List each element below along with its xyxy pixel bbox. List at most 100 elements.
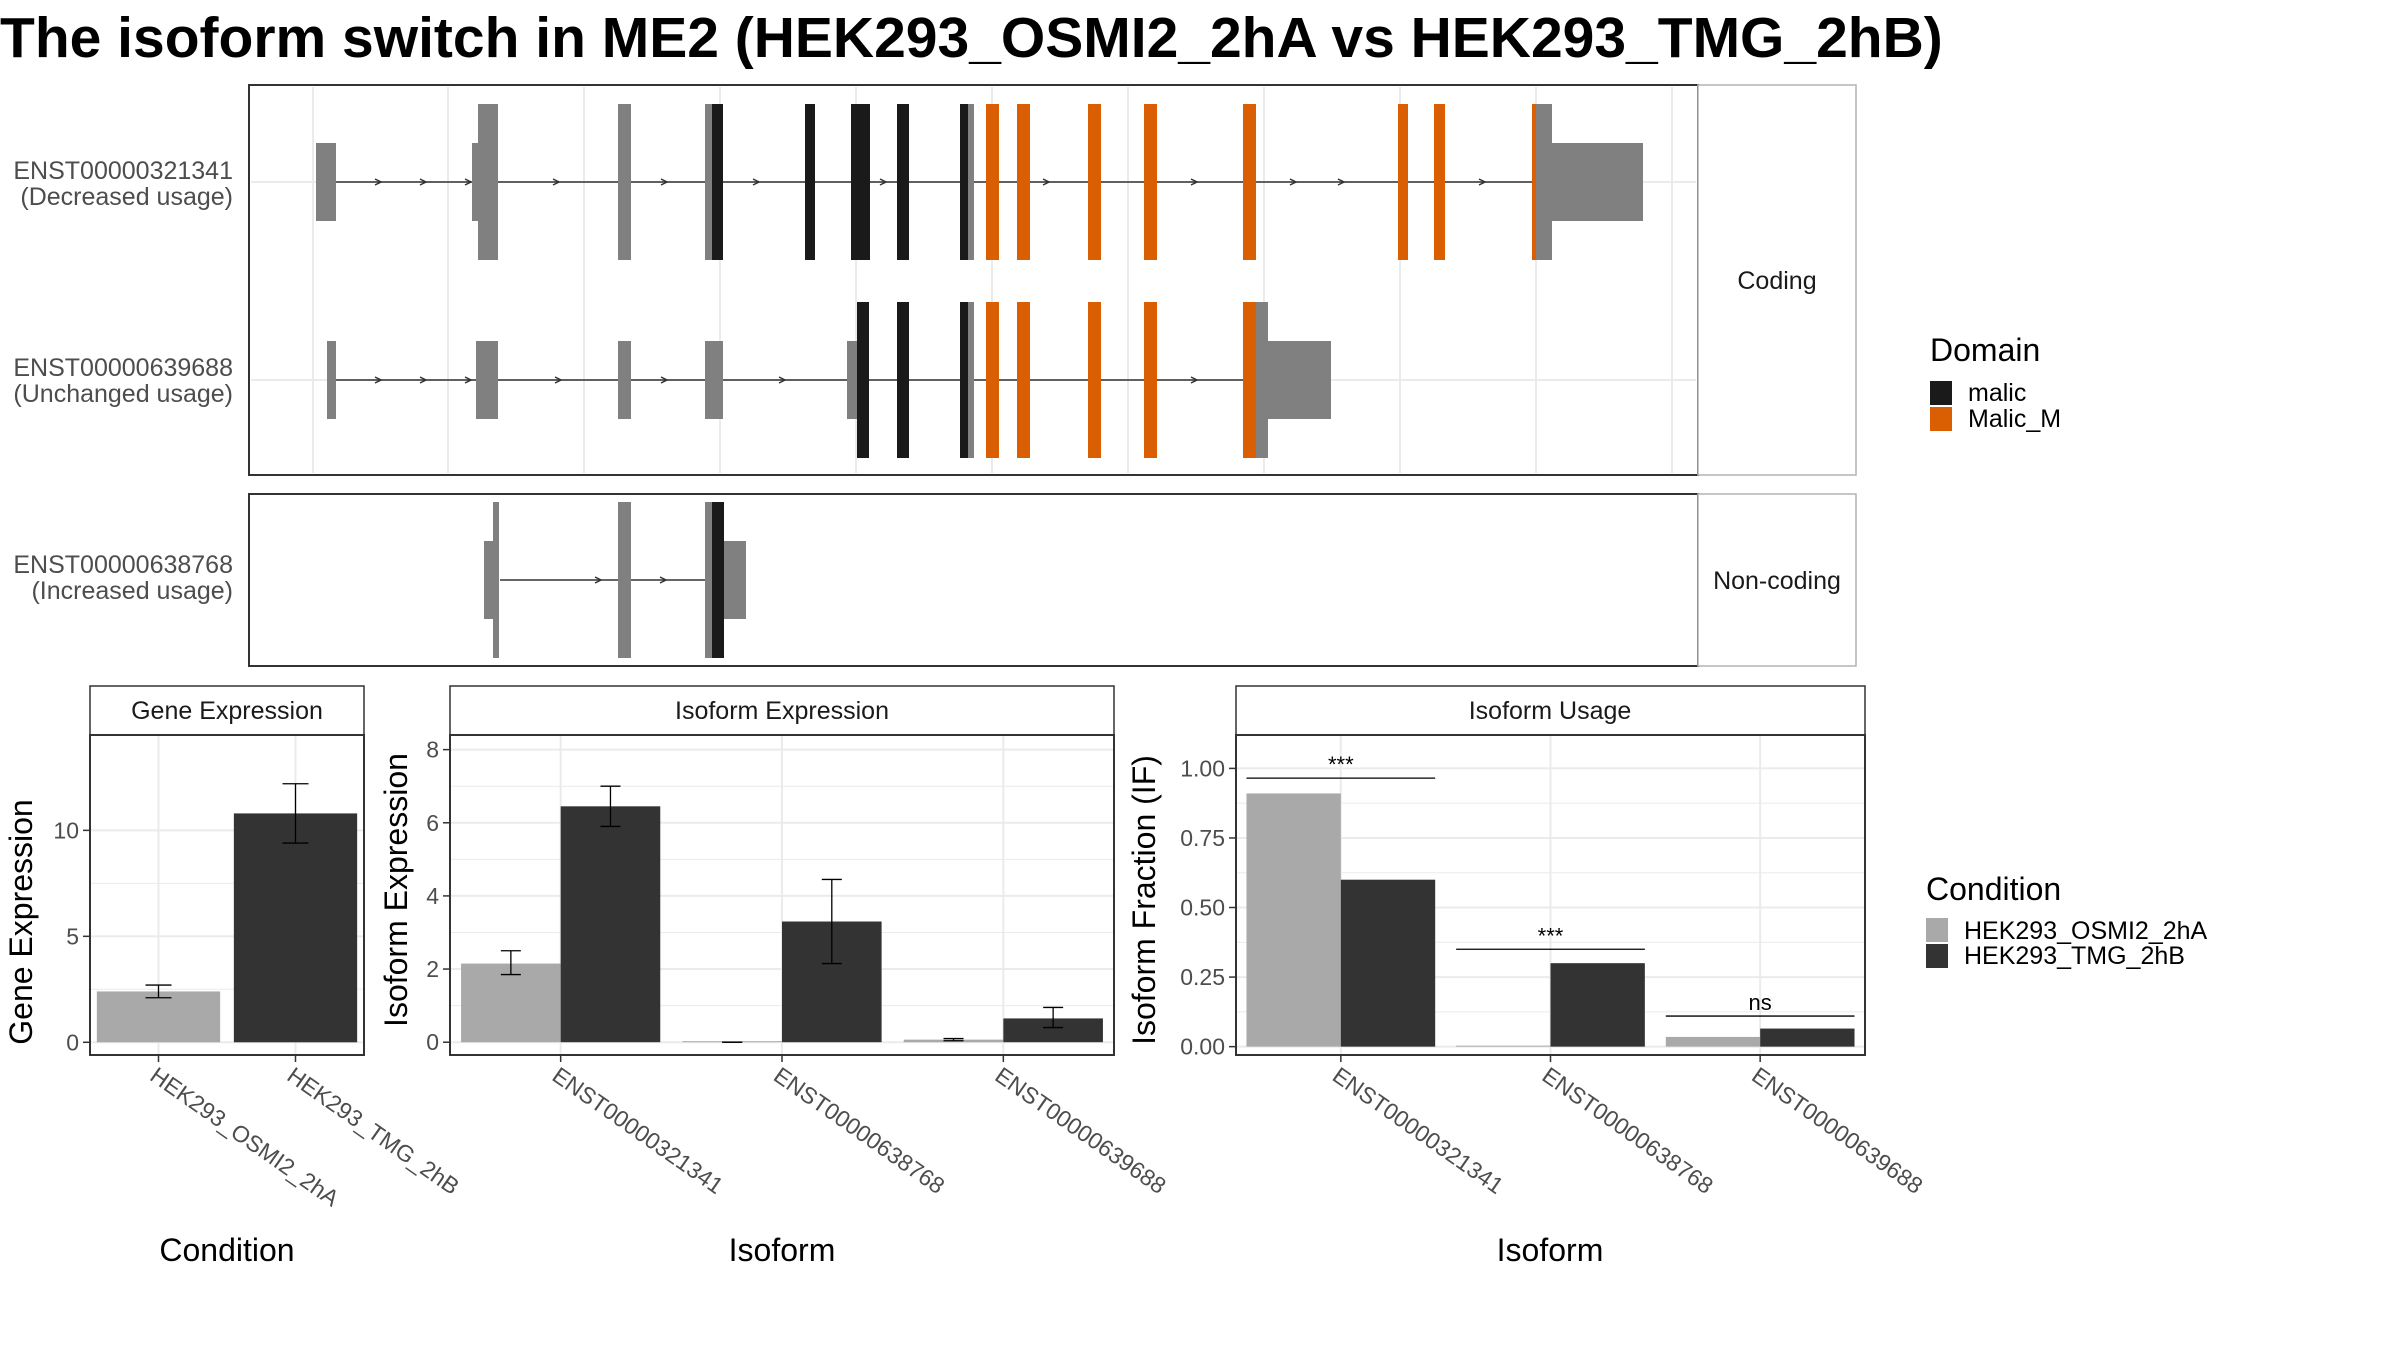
gene-expression-strip-label: Gene Expression — [131, 697, 323, 725]
malic-m-domain-exon — [1398, 104, 1408, 260]
intron-direction-arrow — [554, 376, 563, 384]
bar-series-group — [461, 785, 1103, 1043]
plot-panel-border — [89, 734, 365, 1056]
legend-label-osmi2: HEK293_OSMI2_2hA — [1964, 917, 2208, 945]
gene-expression-strip — [89, 685, 365, 736]
exon — [493, 502, 499, 658]
malic-m-domain-exon — [1243, 104, 1256, 260]
exon — [472, 143, 478, 221]
gene-expression-x-axis-title: Condition — [159, 1232, 294, 1268]
condition-legend-title: Condition — [1926, 871, 2061, 907]
intron-direction-arrow — [419, 178, 428, 186]
malic-m-domain-exon — [1144, 302, 1157, 458]
y-tick-label: 1.00 — [1180, 755, 1225, 781]
malic-m-domain-exon — [1017, 104, 1030, 260]
malic-domain-exon — [960, 302, 968, 458]
bar-3 — [461, 963, 561, 1043]
intron-direction-arrow — [1478, 178, 1487, 186]
exon — [327, 341, 336, 419]
exon — [618, 502, 631, 658]
malic-m-domain-exon — [1243, 302, 1256, 458]
bar-13 — [1550, 963, 1645, 1047]
y-tick-label: 10 — [53, 817, 79, 843]
y-tick-label: 0.00 — [1180, 1034, 1225, 1060]
y-tick-label: 0.75 — [1180, 825, 1225, 851]
exon — [316, 143, 336, 221]
isoform-expression-x-axis-title: Isoform — [729, 1232, 836, 1268]
bar-1 — [96, 991, 221, 1043]
intron-direction-arrow — [419, 376, 428, 384]
intron-direction-arrow — [374, 376, 383, 384]
transcript-enst00000639688 — [327, 302, 1331, 458]
exon — [705, 502, 712, 658]
intron-direction-arrow — [752, 178, 761, 186]
isoform-usage-strip — [1235, 685, 1866, 736]
legend-label-tmg: HEK293_TMG_2hB — [1964, 942, 2185, 970]
exon — [847, 341, 857, 419]
malic-m-domain-exon — [1088, 302, 1101, 458]
malic-m-domain-exon — [1434, 104, 1445, 260]
noncoding-strip-label: Non-coding — [1713, 567, 1841, 595]
legend-swatch-malic-m — [1930, 407, 1952, 431]
condition-legend: Condition HEK293_OSMI2_2hA HEK293_TMG_2h… — [1926, 871, 2208, 970]
bar-14 — [1760, 1028, 1855, 1047]
legend-swatch-tmg — [1926, 944, 1948, 968]
bar-6 — [560, 806, 661, 1043]
y-tick-label: 8 — [426, 737, 439, 763]
coding-strip-label: Coding — [1737, 267, 1816, 295]
intron-direction-arrow — [1337, 178, 1346, 186]
exon — [705, 341, 723, 419]
intron-direction-arrow — [552, 178, 561, 186]
coding-strip — [1697, 84, 1857, 476]
malic-domain-exon — [897, 302, 909, 458]
bar-2 — [233, 813, 358, 1043]
y-tick-label: 4 — [426, 883, 439, 909]
isoform-expression-strip — [449, 685, 1115, 736]
malic-domain-exon — [897, 104, 909, 260]
noncoding-panel — [248, 493, 1699, 667]
noncoding-strip — [1697, 493, 1857, 667]
y-tick-label: 0.50 — [1180, 895, 1225, 921]
transcript-enst00000638768 — [484, 502, 746, 658]
bar-10 — [1456, 1045, 1551, 1047]
gene-expression-y-axis-title: Gene Expression — [3, 799, 39, 1044]
significance-label: *** — [1538, 923, 1564, 948]
intron-direction-arrow — [1042, 178, 1051, 186]
y-tick-label: 0 — [66, 1029, 79, 1055]
exon — [1536, 104, 1552, 260]
transcript-label-639688: ENST00000639688 — [13, 354, 233, 382]
malic-domain-exon — [960, 104, 968, 260]
exon — [1552, 143, 1643, 221]
legend-label-malic-m: Malic_M — [1968, 405, 2061, 433]
legend-swatch-malic — [1930, 381, 1952, 405]
malic-m-domain-exon — [1532, 104, 1536, 260]
exon — [478, 104, 498, 260]
exon — [618, 341, 631, 419]
malic-domain-exon — [851, 104, 870, 260]
domain-legend-title: Domain — [1930, 332, 2040, 368]
y-tick-label: 0.25 — [1180, 964, 1225, 990]
intron-direction-arrow — [1190, 178, 1199, 186]
intron-direction-arrow — [660, 376, 669, 384]
intron-direction-arrow — [879, 178, 888, 186]
exon — [1256, 302, 1268, 458]
intron-direction-arrow — [374, 178, 383, 186]
malic-m-domain-exon — [1144, 104, 1157, 260]
intron-direction-arrow — [464, 178, 473, 186]
malic-domain-exon — [712, 502, 724, 658]
exon — [1268, 341, 1331, 419]
transcript-note-321341: (Decreased usage) — [20, 183, 233, 211]
transcript-note-639688: (Unchanged usage) — [13, 380, 233, 408]
exon — [968, 104, 974, 260]
exon — [724, 541, 746, 619]
malic-domain-exon — [857, 302, 869, 458]
bar-9 — [1246, 793, 1341, 1047]
isoform-usage-y-axis-title: Isoform Fraction (IF) — [1126, 755, 1162, 1045]
exon — [618, 104, 631, 260]
isoform-expression-strip-label: Isoform Expression — [675, 697, 889, 725]
transcript-note-638768: (Increased usage) — [31, 577, 233, 605]
y-tick-label: 6 — [426, 810, 439, 836]
y-tick-label: 0 — [426, 1029, 439, 1055]
intron-direction-arrow — [1190, 376, 1199, 384]
